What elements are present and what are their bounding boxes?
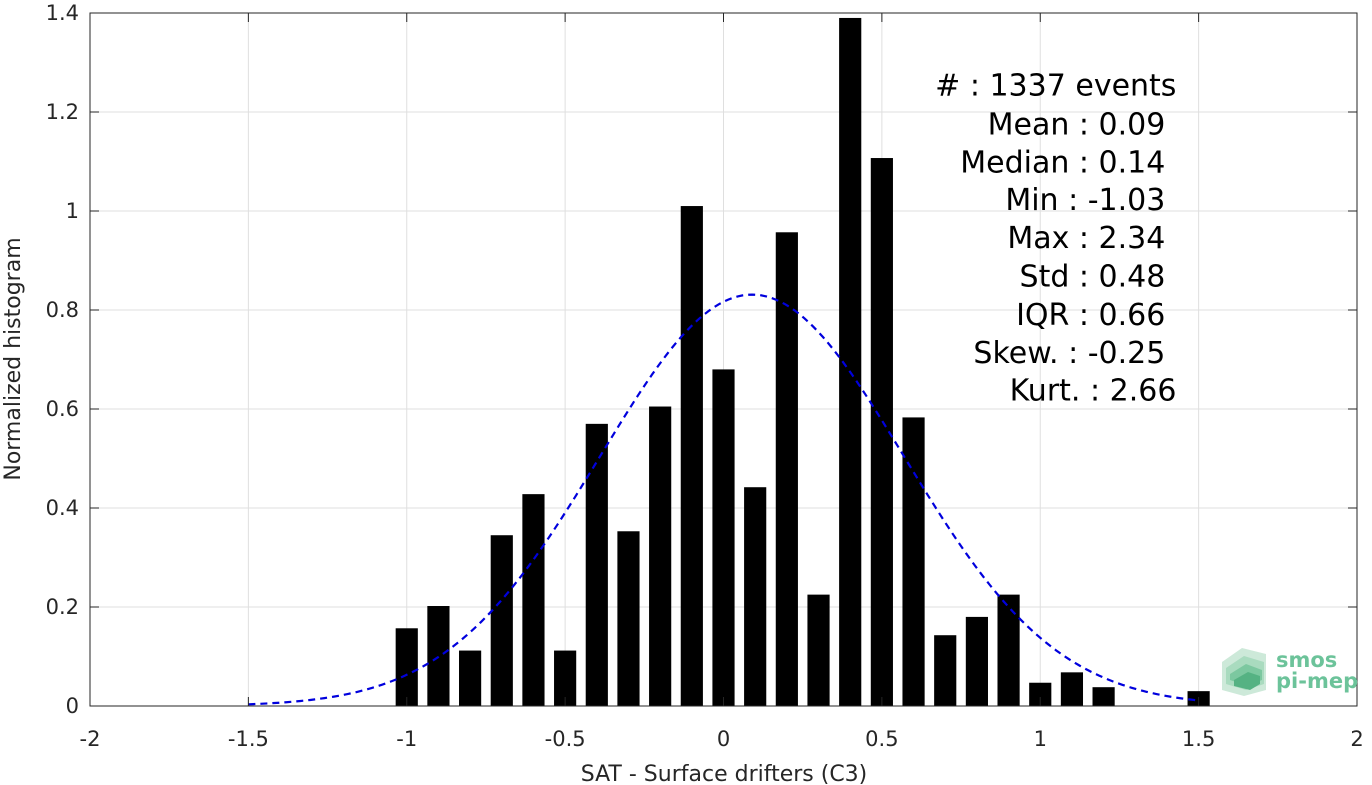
x-tick-label: -0.5 [545,727,586,751]
histogram-bar [712,369,735,706]
logo-text-line1: smos [1276,648,1337,672]
smos-pimep-logo: smos pi-mep [1222,648,1358,696]
histogram-bar [680,206,703,707]
y-tick-label: 1.4 [46,1,79,25]
y-tick-label: 0.4 [46,496,79,520]
stat-line: IQR : 0.66 [1016,298,1165,333]
y-tick-label: 0 [66,694,79,718]
stat-line: Median : 0.14 [960,145,1165,180]
stat-line: Min : -1.03 [1005,183,1165,218]
histogram-bar [585,423,608,706]
histogram-bar [459,650,482,706]
logo-wave-icon [1222,648,1266,696]
histogram-bar [1092,687,1115,706]
histogram-bar [490,535,513,706]
y-tick-label: 0.2 [46,595,79,619]
histogram-bar [775,232,798,706]
histogram-bar [870,158,893,706]
y-tick-labels: 0 0.2 0.4 0.6 0.8 1 1.2 1.4 [46,1,79,718]
stat-line: Mean : 0.09 [988,107,1166,142]
x-tick-label: 1.5 [1182,727,1215,751]
logo-text-line2: pi-mep [1276,669,1358,693]
histogram-bar [965,616,988,706]
y-tick-label: 1.2 [46,100,79,124]
x-tick-label: 2 [1350,727,1363,751]
histogram-bar [427,606,450,706]
x-tick-label: 0.5 [865,727,898,751]
histogram-bars [395,17,1210,707]
histogram-bar [807,594,830,706]
histogram-bar [839,17,862,706]
y-tick-label: 1 [66,199,79,223]
x-tick-label: 0 [717,727,730,751]
x-axis-title: SAT - Surface drifters (C3) [581,762,868,785]
histogram-bar [395,628,418,706]
histogram-bar [934,635,957,706]
axis-ticks [89,12,1358,707]
x-tick-label: 1 [1034,727,1047,751]
stat-line: # : 1337 events [935,69,1176,104]
histogram-bar [522,494,545,706]
stat-line: Skew. : -0.25 [973,336,1165,371]
histogram-bar [1029,682,1052,706]
histogram-bar [649,406,672,706]
stat-line: Max : 2.34 [1007,221,1165,256]
x-tick-label: -1.5 [228,727,269,751]
histogram-bar [744,487,767,706]
histogram-bar [554,650,577,706]
histogram-bar [902,417,925,706]
y-tick-label: 0.8 [46,298,79,322]
stat-line: Std : 0.48 [1020,260,1166,295]
x-tick-label: -2 [80,727,101,751]
histogram-bar [1060,672,1084,706]
x-tick-labels: -2 -1.5 -1 -0.5 0 0.5 1 1.5 2 [80,727,1364,751]
x-tick-label: -1 [396,727,417,751]
stat-line: Kurt. : 2.66 [1010,374,1177,409]
histogram-bar [997,594,1020,706]
gaussian-fit-curve [248,293,1199,706]
y-axis-title: Normalized histogram [1,237,26,480]
y-tick-label: 0.6 [46,397,79,421]
histogram-bar [617,531,640,706]
